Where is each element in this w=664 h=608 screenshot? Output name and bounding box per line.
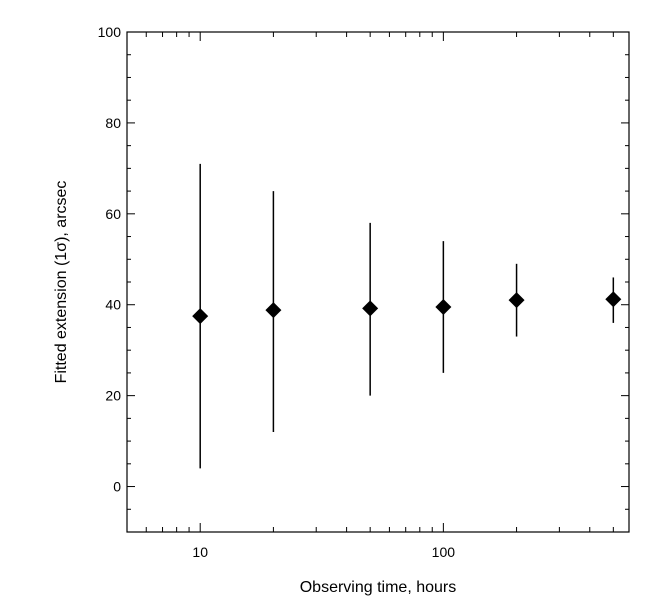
y-tick-labels: 0 20 40 60 80 100	[98, 24, 122, 495]
data-point	[605, 291, 622, 308]
x-tick-labels: 10 100	[192, 544, 455, 560]
x-tick-label: 10	[192, 544, 208, 560]
error-bars	[199, 163, 615, 469]
data-point	[265, 302, 282, 319]
data-point	[362, 300, 379, 317]
y-tick-label: 0	[113, 479, 121, 495]
y-axis-title: Fitted extension (1σ), arcsec	[53, 181, 70, 384]
y-tick-label: 80	[105, 115, 121, 131]
data-point	[192, 308, 209, 325]
y-tick-label: 40	[105, 297, 121, 313]
data-point	[435, 299, 452, 315]
data-points	[192, 291, 622, 325]
plot-frame	[126, 31, 630, 533]
y-tick-label: 100	[98, 24, 122, 40]
x-axis-title: Observing time, hours	[300, 579, 457, 596]
tick-marks	[126, 31, 629, 533]
data-point	[508, 292, 525, 309]
y-tick-label: 20	[105, 388, 121, 404]
x-tick-label: 100	[432, 544, 456, 560]
y-tick-label: 60	[105, 206, 121, 222]
